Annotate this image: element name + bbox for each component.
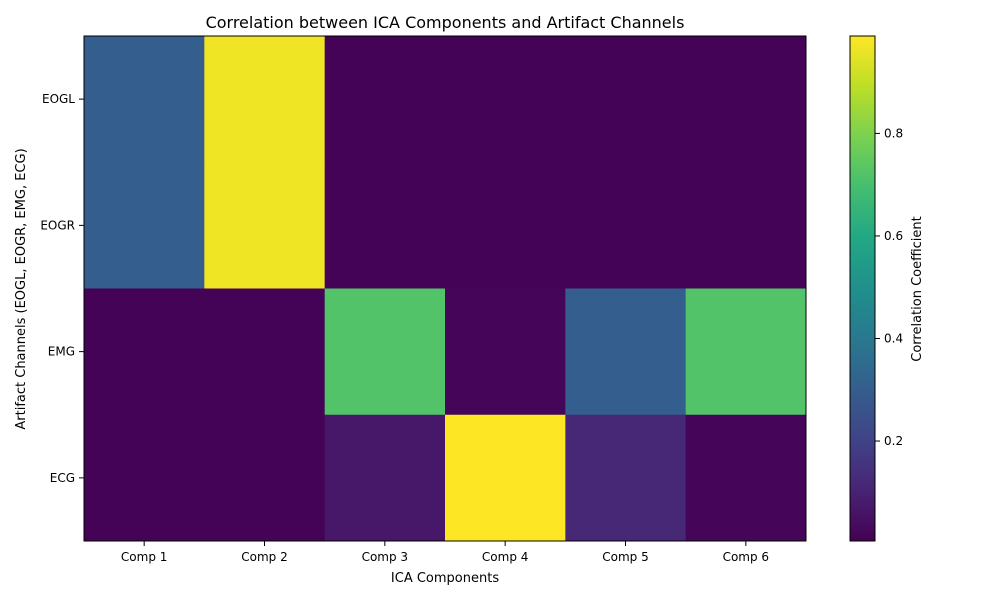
x-tick-label: Comp 2 [241,550,287,564]
colorbar-tick-label: 0.4 [884,331,903,345]
heatmap-cell-eogl-4 [445,36,566,163]
colorbar: 0.2 0.4 0.6 0.8 Correlation Coefficient [849,35,925,542]
heatmap-cell-ecg-5 [565,414,687,542]
colorbar-tick-label: 0.8 [884,126,903,140]
heatmap-cell-eogr-6 [685,162,807,289]
x-axis-label: ICA Components [391,571,499,586]
heatmap-cell-eogl-6 [685,36,807,163]
x-tick-label: Comp 3 [362,550,408,564]
y-tick-label: ECG [50,471,75,485]
colorbar-gradient [849,35,876,542]
heatmap-cell-emg-5 [565,288,687,416]
y-tick-label: EMG [48,345,75,359]
heatmap-cell-eogr-3 [324,162,446,289]
y-axis-ticks: EOGL EOGR EMG ECG [40,92,84,485]
colorbar-tick-label: 0.2 [884,434,903,448]
x-axis-ticks: Comp 1 Comp 2 Comp 3 Comp 4 Comp 5 Comp 6 [121,541,769,564]
colorbar-label: Correlation Coefficient [910,216,925,362]
heatmap-cell-eogr-4 [445,162,566,289]
heatmap-cell-ecg-4 [445,414,566,542]
heatmap-cell-eogr-5 [565,162,687,289]
heatmap-cell-emg-1 [84,288,205,416]
y-axis-label: Artifact Channels (EOGL, EOGR, EMG, ECG) [14,148,29,429]
x-tick-label: Comp 5 [602,550,648,564]
heatmap-cell-emg-3 [324,288,446,416]
heatmap-cell-emg-2 [204,288,326,416]
heatmap-cell-eogl-5 [565,36,687,163]
heatmap-cell-eogl-1 [84,36,205,163]
heatmap-cell-emg-6 [685,288,807,416]
heatmap-cell-eogl-3 [324,36,446,163]
heatmap-cell-ecg-2 [204,414,326,542]
x-tick-label: Comp 1 [121,550,167,564]
heatmap-cell-ecg-3 [324,414,446,542]
heatmap-cell-eogl-2 [204,36,326,163]
heatmap-cell-ecg-6 [685,414,807,542]
x-tick-label: Comp 4 [482,550,528,564]
y-tick-label: EOGR [40,218,75,232]
heatmap-cell-eogr-1 [84,162,205,289]
x-tick-label: Comp 6 [723,550,769,564]
colorbar-tick-label: 0.6 [884,229,903,243]
heatmap-cell-eogr-2 [204,162,326,289]
chart-title: Correlation between ICA Components and A… [206,13,685,32]
colorbar-ticks: 0.2 0.4 0.6 0.8 [875,126,903,448]
plot-frame [83,35,807,542]
y-tick-label: EOGL [42,92,75,106]
heatmap-cells [84,36,807,542]
heatmap-cell-ecg-1 [84,414,205,542]
heatmap-cell-emg-4 [445,288,566,416]
